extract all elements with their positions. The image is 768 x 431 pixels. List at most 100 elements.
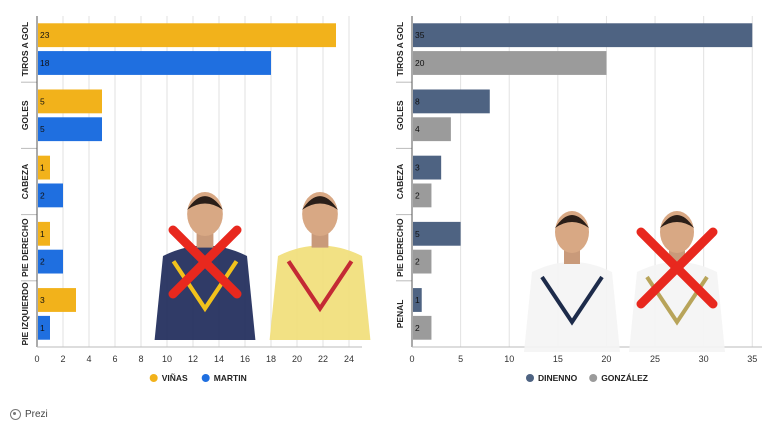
x-tick-label: 8 bbox=[138, 354, 143, 364]
bar bbox=[413, 221, 461, 246]
player-torso bbox=[524, 262, 620, 352]
red-x-icon bbox=[168, 225, 242, 299]
bar-value-label: 1 bbox=[40, 163, 45, 173]
legend-label: GONZÁLEZ bbox=[601, 373, 648, 383]
x-tick-label: 24 bbox=[344, 354, 354, 364]
category-label: PIE IZQUIERDO bbox=[20, 282, 30, 346]
category-label: PENAL bbox=[395, 299, 405, 328]
bar-value-label: 8 bbox=[415, 96, 420, 106]
bar-value-label: 5 bbox=[415, 229, 420, 239]
player-neck bbox=[311, 232, 329, 248]
bar bbox=[413, 315, 432, 340]
bar-value-label: 5 bbox=[40, 96, 45, 106]
bar bbox=[38, 288, 76, 312]
x-tick-label: 16 bbox=[240, 354, 250, 364]
x-tick-label: 25 bbox=[650, 354, 660, 364]
bar-value-label: 18 bbox=[40, 58, 50, 68]
legend-label: MARTIN bbox=[214, 373, 247, 383]
category-label: CABEZA bbox=[395, 164, 405, 199]
bar-value-label: 2 bbox=[415, 190, 420, 200]
bar bbox=[38, 23, 336, 48]
bar-value-label: 4 bbox=[415, 124, 420, 134]
bar-value-label: 2 bbox=[40, 190, 45, 200]
bar-value-label: 2 bbox=[40, 257, 45, 267]
x-tick-label: 0 bbox=[34, 354, 39, 364]
x-tick-label: 20 bbox=[601, 354, 611, 364]
bar-value-label: 35 bbox=[415, 30, 425, 40]
player-neck bbox=[196, 232, 214, 248]
cross-stroke-2 bbox=[168, 225, 242, 299]
x-tick-label: 20 bbox=[292, 354, 302, 364]
bar bbox=[38, 155, 50, 180]
bar-value-label: 20 bbox=[415, 58, 425, 68]
player-photo-icon bbox=[524, 211, 725, 352]
bar bbox=[413, 117, 451, 142]
player-photo-dinenno bbox=[524, 211, 620, 352]
bar bbox=[38, 89, 102, 114]
legend-marker bbox=[201, 374, 210, 382]
legend-marker bbox=[589, 374, 598, 382]
player-hair bbox=[187, 196, 223, 210]
bar-value-label: 23 bbox=[40, 30, 50, 40]
x-tick-label: 35 bbox=[747, 354, 757, 364]
category-label: GOLES bbox=[395, 100, 405, 130]
x-tick-label: 10 bbox=[162, 354, 172, 364]
legend-marker bbox=[526, 374, 534, 382]
player-jersey-trim bbox=[540, 275, 604, 326]
player-hair bbox=[660, 215, 694, 228]
x-tick-label: 14 bbox=[214, 354, 224, 364]
x-tick-label: 5 bbox=[458, 354, 463, 364]
footer-brand: Prezi bbox=[10, 409, 48, 420]
x-tick-label: 4 bbox=[86, 354, 91, 364]
category-label: TIROS A GOL bbox=[395, 22, 405, 77]
x-tick-label: 0 bbox=[409, 354, 414, 364]
bar bbox=[38, 249, 63, 274]
category-label: GOLES bbox=[20, 100, 30, 130]
category-label: CABEZA bbox=[20, 164, 30, 199]
legend: DINENNO GONZÁLEZ bbox=[526, 373, 648, 383]
legend-marker bbox=[149, 374, 158, 382]
bar bbox=[38, 315, 50, 340]
prezi-logo-icon bbox=[10, 409, 21, 420]
bar bbox=[38, 51, 271, 75]
x-tick-label: 6 bbox=[112, 354, 117, 364]
bar-value-label: 1 bbox=[40, 229, 45, 239]
chart-america: TIROS A GOL GOLES CABEZA PIE DERECHO PIE IZQ… bbox=[20, 16, 371, 383]
bar-value-label: 3 bbox=[40, 295, 45, 305]
red-x-icon bbox=[636, 227, 718, 309]
legend-label: VIÑAS bbox=[162, 373, 188, 383]
player-jersey-trim bbox=[286, 260, 354, 313]
category-label: PIE DERECHO bbox=[395, 218, 405, 277]
x-tick-label: 18 bbox=[266, 354, 276, 364]
bar bbox=[413, 23, 753, 48]
player-hair bbox=[302, 196, 338, 210]
player-photo-vinas bbox=[154, 191, 256, 340]
bar bbox=[413, 89, 490, 114]
bar bbox=[413, 249, 432, 274]
x-tick-label: 12 bbox=[188, 354, 198, 364]
x-tick-label: 10 bbox=[504, 354, 514, 364]
player-hair bbox=[555, 215, 589, 228]
bar-value-label: 1 bbox=[415, 295, 420, 305]
bar-value-label: 2 bbox=[415, 323, 420, 333]
x-tick-label: 15 bbox=[553, 354, 563, 364]
bar bbox=[413, 155, 442, 180]
bar-value-label: 1 bbox=[40, 323, 45, 333]
category-label: TIROS A GOL bbox=[20, 22, 30, 77]
bar bbox=[413, 51, 607, 75]
player-photo-martin bbox=[269, 191, 371, 340]
cross-stroke-2 bbox=[636, 227, 718, 309]
x-tick-label: 22 bbox=[318, 354, 328, 364]
bar bbox=[413, 288, 422, 312]
bar bbox=[38, 183, 63, 208]
bar-value-label: 5 bbox=[40, 124, 45, 134]
bar-value-label: 2 bbox=[415, 257, 420, 267]
legend-label: DINENNO bbox=[538, 373, 578, 383]
player-photo-icon bbox=[154, 191, 371, 340]
bar-value-label: 3 bbox=[415, 163, 420, 173]
footer-brand-label: Prezi bbox=[25, 409, 48, 420]
player-neck bbox=[564, 250, 580, 264]
x-tick-label: 2 bbox=[60, 354, 65, 364]
